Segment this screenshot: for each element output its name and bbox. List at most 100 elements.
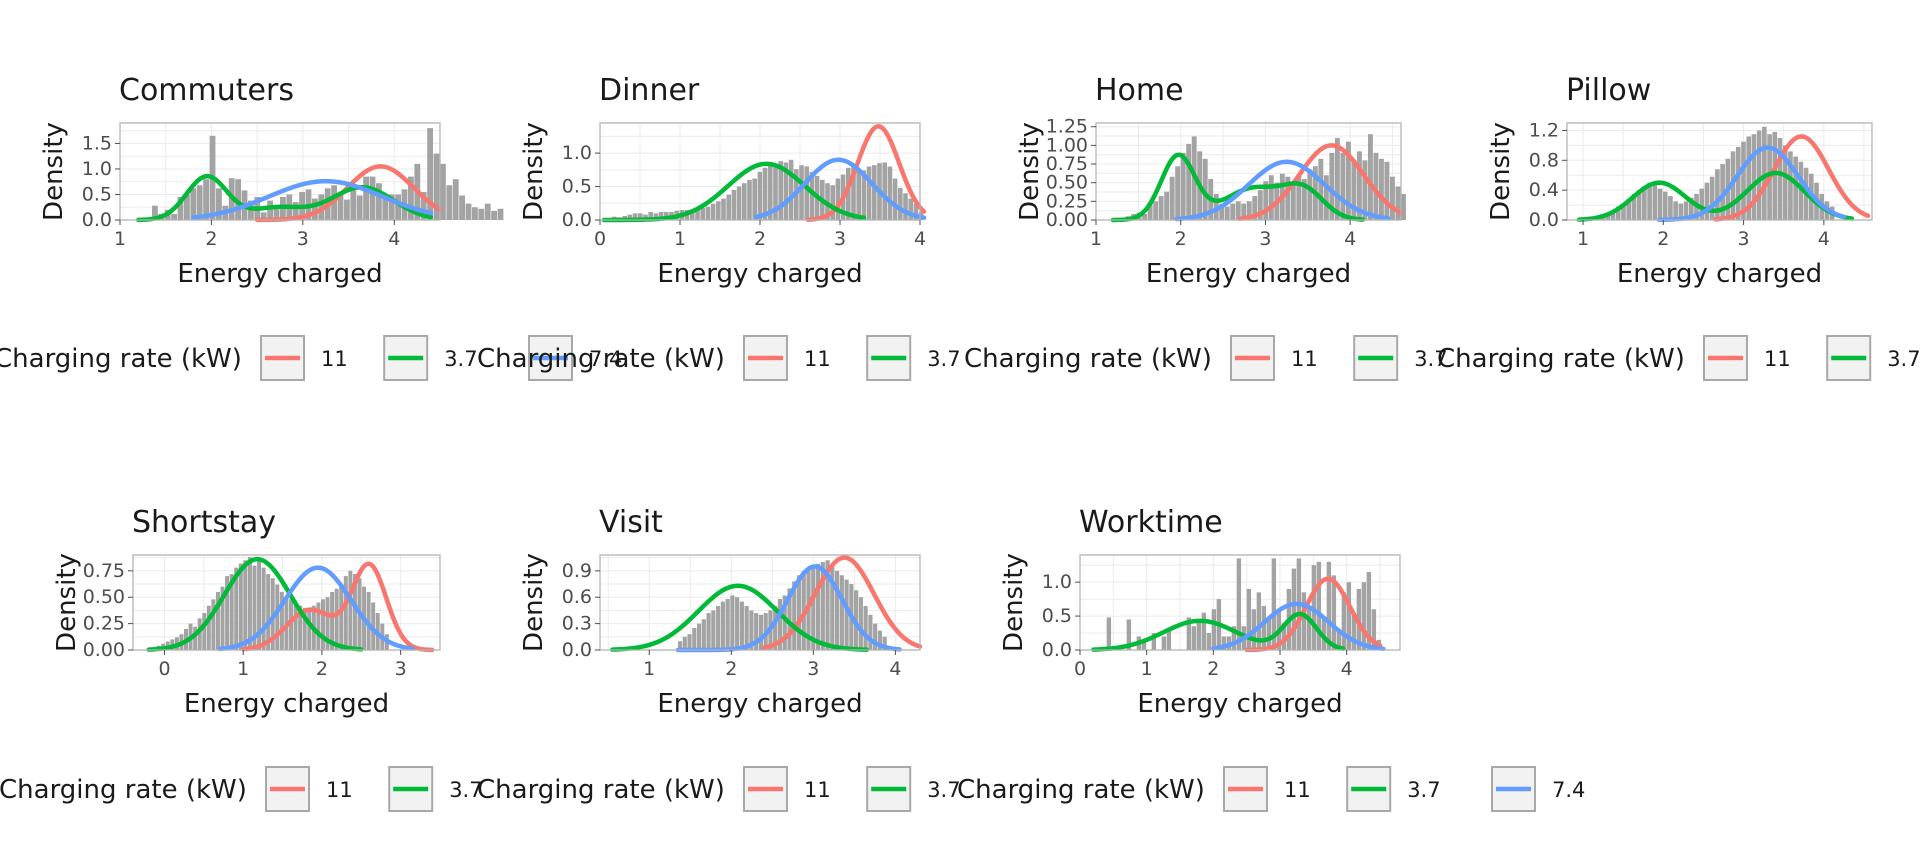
histogram-bar	[446, 185, 453, 220]
histogram-bar	[408, 176, 414, 220]
histogram-bar	[726, 194, 731, 220]
facet-title: Shortstay	[132, 505, 276, 540]
histogram-bar	[1340, 152, 1346, 220]
histogram-bar	[1331, 575, 1337, 650]
density-curve-7-4	[217, 565, 415, 652]
histogram-bar	[1231, 626, 1237, 650]
legend-key-3-7: 3.7	[866, 335, 961, 381]
histogram-bar	[339, 584, 344, 650]
histogram-bar	[887, 166, 893, 220]
histogram-bar	[1657, 188, 1663, 220]
histogram-bar	[1362, 160, 1368, 220]
histogram-bar	[1673, 201, 1678, 220]
density-curve-11	[1237, 143, 1404, 221]
y-tick-label: 0.0	[562, 209, 592, 231]
legend-label: 7.4	[1552, 778, 1585, 802]
histogram-bar	[491, 210, 497, 220]
y-tick-label: 0.6	[562, 586, 592, 608]
density-curve-7-4	[1174, 159, 1391, 222]
histogram-bar	[1709, 176, 1715, 220]
histogram-bar	[1261, 605, 1267, 650]
x-axis-title: Energy charged	[1617, 259, 1822, 289]
histogram-bar	[730, 595, 735, 650]
histogram-bar	[687, 634, 692, 650]
histogram-bar	[788, 159, 794, 220]
histogram-bar	[882, 636, 887, 650]
panel-border	[1095, 122, 1402, 221]
y-tick-label: 0.75	[83, 560, 125, 582]
x-tick-label: 2	[1175, 228, 1187, 250]
histogram-bar	[1257, 190, 1263, 220]
histogram-bar	[861, 170, 867, 220]
histogram-bar	[307, 609, 312, 650]
x-tick-label: 2	[725, 658, 737, 680]
legend-key-3-7: 3.7	[383, 335, 478, 381]
histogram-bar	[638, 213, 643, 220]
histogram-bar	[648, 211, 653, 220]
y-tick-label: 1.2	[1529, 119, 1559, 141]
histogram-bar	[177, 197, 184, 220]
histogram-bar	[877, 630, 882, 650]
histogram-bar	[1356, 151, 1362, 220]
x-axis-title: Energy charged	[657, 259, 862, 289]
histogram-bar	[395, 194, 401, 220]
y-axis-title: Density	[999, 553, 1029, 652]
histogram-bar	[420, 191, 427, 220]
legend-label: 11	[804, 778, 831, 802]
histogram-bar	[1678, 203, 1684, 220]
legend-label: 3.7	[444, 347, 477, 371]
y-tick-label: 1.5	[82, 132, 112, 154]
histogram-bar	[882, 162, 887, 220]
legend-title: Charging rate (kW)	[964, 344, 1212, 374]
histogram-bar	[1626, 199, 1632, 220]
histogram-bar	[1256, 592, 1262, 650]
histogram-bar	[478, 208, 485, 220]
y-tick-label: 0.25	[83, 613, 125, 635]
histogram-bar	[1746, 136, 1752, 220]
y-tick-label: 0.00	[83, 639, 125, 661]
x-tick-label: 1	[1141, 658, 1153, 680]
x-tick-label: 4	[1341, 658, 1353, 680]
histogram-bar	[815, 563, 821, 650]
density-curve-3-7	[146, 556, 364, 652]
histogram-bar	[1141, 639, 1147, 650]
histogram-bar	[705, 206, 711, 220]
x-tick-label: 3	[395, 658, 407, 680]
legend-key-11: 11	[1230, 335, 1318, 381]
histogram-bar	[1395, 186, 1401, 220]
histogram-bar	[1341, 592, 1347, 650]
histogram-bar	[225, 576, 230, 650]
histogram-bar	[1329, 152, 1335, 220]
histogram-bar	[830, 185, 835, 220]
histogram-bar	[736, 186, 742, 220]
y-tick-label: 0.00	[1046, 209, 1088, 231]
histogram-bar	[203, 179, 209, 220]
legend: Charging rate (kW) 11 3.7	[964, 335, 1448, 381]
legend-label: 11	[1284, 778, 1311, 802]
x-tick-label: 1	[674, 228, 686, 250]
x-tick-label: 2	[205, 228, 217, 250]
legend-title: Charging rate (kW)	[477, 344, 725, 374]
histogram-bar	[653, 213, 659, 220]
x-tick-label: 3	[807, 658, 819, 680]
x-tick-label: 1	[114, 228, 126, 250]
histogram-bar	[1307, 169, 1313, 220]
histogram-bar	[1201, 612, 1207, 650]
histogram-bar	[1683, 201, 1689, 220]
x-tick-label: 1	[643, 658, 655, 680]
legend-label: 3.7	[1887, 347, 1920, 371]
y-tick-label: 0.0	[562, 639, 592, 661]
histogram-bar	[1196, 619, 1202, 650]
histogram-bar	[1642, 186, 1647, 220]
histogram-bar	[1158, 196, 1164, 220]
facet-title: Dinner	[599, 73, 700, 108]
histogram-bar	[700, 207, 705, 220]
histogram-bar	[1636, 190, 1642, 220]
histogram-bar	[1621, 203, 1626, 220]
y-tick-label: 0.25	[1046, 190, 1088, 212]
histogram-bar	[1268, 175, 1274, 220]
x-tick-label: 2	[1207, 658, 1219, 680]
histogram-bar	[1246, 201, 1252, 220]
legend-key-3-7: 3.7	[388, 766, 483, 812]
histogram-bar	[658, 211, 664, 220]
